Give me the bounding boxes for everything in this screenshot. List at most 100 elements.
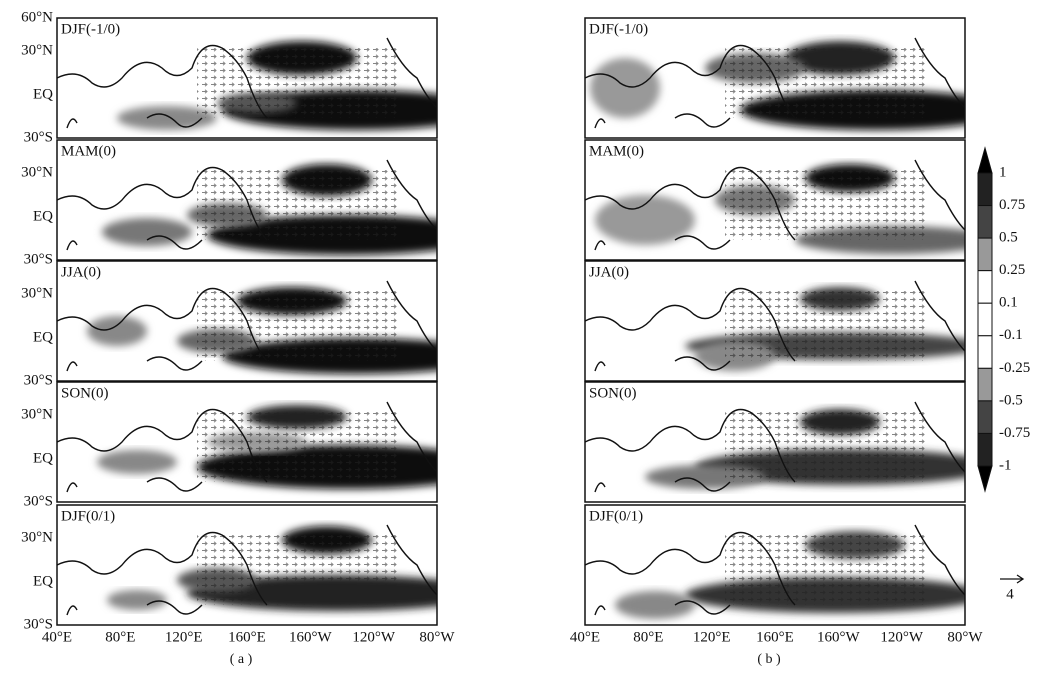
map-content: [57, 261, 437, 381]
lat-label: 30°N: [21, 406, 53, 422]
coastline: [585, 401, 965, 493]
coastline: [57, 524, 437, 616]
coastline: [57, 401, 437, 493]
map-content: [585, 261, 965, 381]
lon-label: 160°W: [817, 629, 860, 645]
lat-label: 30°N: [21, 164, 53, 180]
season-label: DJF(0/1): [61, 508, 115, 524]
season-label: DJF(0/1): [589, 508, 643, 524]
wind-vectors: [197, 48, 397, 118]
lon-label: 160°E: [228, 629, 266, 645]
lon-label: 160°W: [289, 629, 332, 645]
panel-frame: [584, 504, 966, 626]
map-panel: MAM(0): [56, 139, 438, 261]
colorbar-segment: [977, 302, 993, 337]
season-label: SON(0): [61, 385, 109, 401]
lat-label: EQ: [33, 573, 53, 589]
lon-label: 40°E: [570, 629, 600, 645]
map-panel: MAM(0): [584, 139, 966, 261]
wind-vectors: [725, 170, 925, 240]
wind-vectors: [197, 412, 397, 482]
lon-label: 80°W: [419, 629, 455, 645]
season-label: DJF(-1/0): [61, 21, 120, 37]
colorbar-label: 0.75: [999, 197, 1025, 213]
lat-label: 30°S: [24, 129, 53, 145]
panel-frame: [584, 139, 966, 261]
label-bg: [587, 263, 667, 283]
map-panel: SON(0): [584, 381, 966, 503]
map-content: [57, 18, 437, 138]
wind-vectors: [197, 170, 397, 240]
panel-frame: [56, 17, 438, 139]
lat-label: 60°N: [21, 9, 53, 25]
colorbar-bottom: [977, 465, 993, 493]
colorbar-segment: [977, 400, 993, 434]
anomaly-shade: [107, 590, 167, 610]
anomaly-shade: [87, 316, 147, 346]
colorbar-label: -0.75: [999, 425, 1030, 441]
label-bg: [587, 384, 667, 404]
label-bg: [59, 263, 139, 283]
lat-label: 30°S: [24, 493, 53, 509]
wind-vectors: [197, 291, 397, 361]
anomaly-shade: [102, 218, 192, 246]
colorbar-label: -0.1: [999, 327, 1023, 343]
anomaly-shade: [117, 106, 217, 130]
lon-label: 120°W: [880, 629, 923, 645]
colorbar-label: 0.1: [999, 295, 1018, 311]
anomaly-shade: [615, 591, 695, 619]
label-bg: [587, 20, 667, 40]
anomaly-shade: [595, 195, 695, 245]
label-bg: [59, 507, 139, 527]
wind-vectors: [197, 535, 397, 605]
map-panel: JJA(0): [56, 260, 438, 382]
label-bg: [587, 507, 667, 527]
map-panel: JJA(0): [584, 260, 966, 382]
coastline: [585, 159, 965, 251]
panel-frame: [56, 381, 438, 503]
reference-value: 4: [1006, 586, 1014, 602]
lon-label: 80°W: [947, 629, 983, 645]
lat-label: 30°S: [24, 251, 53, 267]
colorbar-segment: [977, 335, 993, 369]
coastline: [57, 280, 437, 372]
panel-frame: [584, 381, 966, 503]
lat-label: EQ: [33, 208, 53, 224]
map-content: [57, 382, 437, 502]
caption: ( b ): [757, 652, 781, 667]
caption: ( a ): [230, 652, 253, 667]
lon-label: 80°E: [105, 629, 135, 645]
colorbar-segment: [977, 205, 993, 239]
map-content: [585, 382, 965, 502]
map-panel: DJF(0/1): [584, 504, 966, 626]
colorbar-top: [977, 146, 993, 174]
colorbar-label: -0.25: [999, 360, 1030, 376]
colorbar-label: 0.25: [999, 262, 1025, 278]
label-bg: [59, 384, 139, 404]
lon-label: 160°E: [756, 629, 794, 645]
coastline: [585, 37, 965, 129]
lat-label: 30°N: [21, 285, 53, 301]
label-bg: [59, 142, 139, 162]
colorbar-segment: [977, 270, 993, 304]
lon-label: 120°E: [165, 629, 203, 645]
coastline: [585, 280, 965, 372]
lat-label: EQ: [33, 329, 53, 345]
coastline: [585, 524, 965, 616]
colorbar-segment: [977, 367, 993, 402]
season-label: DJF(-1/0): [589, 21, 648, 37]
colorbar-label: -0.5: [999, 392, 1023, 408]
panel-frame: [584, 17, 966, 139]
season-label: JJA(0): [589, 264, 629, 280]
colorbar-segment: [977, 237, 993, 272]
season-label: SON(0): [589, 385, 637, 401]
panel-frame: [56, 260, 438, 382]
lat-label: 30°N: [21, 42, 53, 58]
map-panel: SON(0): [56, 381, 438, 503]
lat-label: 30°N: [21, 529, 53, 545]
map-panel: DJF(0/1): [56, 504, 438, 626]
colorbar-label: 0.5: [999, 230, 1018, 246]
lat-label: EQ: [33, 450, 53, 466]
panel-frame: [584, 260, 966, 382]
